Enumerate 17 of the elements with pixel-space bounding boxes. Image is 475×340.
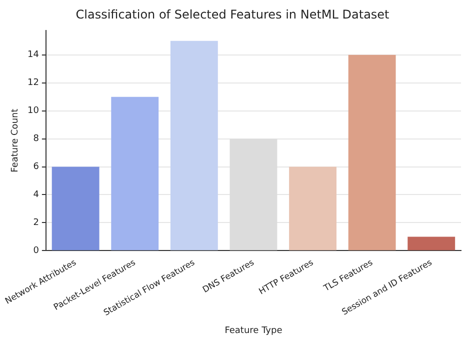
y-tick-label: 4 [33, 190, 40, 200]
x-axis-title: Feature Type [224, 326, 283, 336]
y-tick-label: 0 [33, 246, 40, 256]
y-axis-title: Feature Count [10, 108, 20, 172]
y-tick-label: 8 [33, 134, 40, 144]
bar [289, 166, 336, 250]
y-tick-label: 6 [33, 162, 40, 172]
y-tick-label: 10 [27, 106, 40, 116]
bar [170, 40, 218, 250]
y-tick-label: 14 [27, 50, 40, 60]
bar [348, 54, 396, 250]
bar [52, 166, 100, 250]
bar [408, 236, 456, 250]
chart-title: Classification of Selected Features in NetML Dataset [76, 7, 390, 22]
bar [111, 96, 159, 250]
y-tick-label: 2 [33, 218, 39, 228]
y-tick-label: 12 [27, 78, 39, 88]
